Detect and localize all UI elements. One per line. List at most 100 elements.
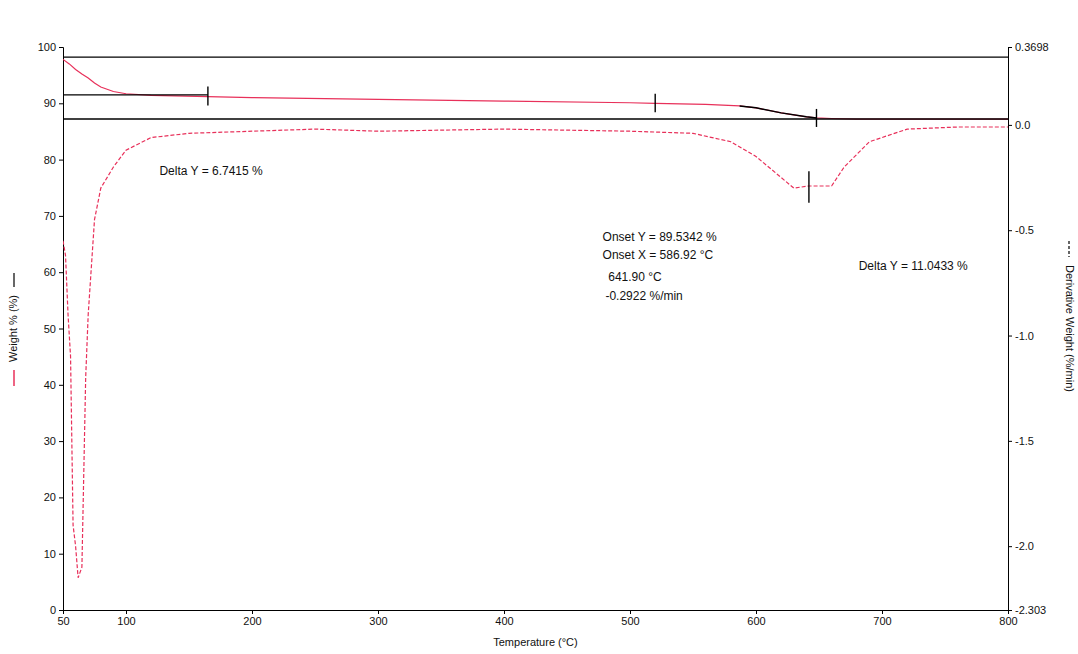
tick-label: -1.0 (1015, 330, 1034, 342)
tick-label: -1.5 (1015, 435, 1034, 447)
analysis-line (63, 118, 1008, 119)
tick: 600 (747, 610, 765, 627)
tick-mark (1008, 610, 1012, 611)
tick-mark (59, 103, 63, 104)
annotation: Delta Y = 6.7415 % (159, 164, 263, 178)
tick-mark (756, 610, 757, 614)
tick-label: 50 (57, 615, 69, 627)
tick-label: 500 (621, 615, 639, 627)
tick: 0 (50, 604, 63, 616)
tick-label: 90 (44, 97, 56, 109)
tick-label: 800 (999, 615, 1017, 627)
tick-mark (126, 610, 127, 614)
x-axis-title: Temperature (°C) (493, 636, 577, 648)
tick: 70 (44, 210, 63, 222)
tick: 50 (57, 610, 69, 627)
analysis-line (63, 94, 208, 95)
tick-label: 600 (747, 615, 765, 627)
annotation: Onset Y = 89.5342 % (603, 230, 717, 244)
analysis-line (816, 109, 817, 127)
tick-mark (1008, 125, 1012, 126)
tick-mark (59, 441, 63, 442)
tick-label: 40 (44, 379, 56, 391)
tick: 80 (44, 154, 63, 166)
tick-mark (59, 47, 63, 48)
tick-mark (59, 329, 63, 330)
tick: -2.303 (1008, 604, 1046, 616)
tick: 90 (44, 97, 63, 109)
tick-label: 0.3698 (1015, 41, 1049, 53)
tick-mark (882, 610, 883, 614)
tick-mark (1008, 230, 1012, 231)
tick-mark (1008, 441, 1012, 442)
tick-label: 0 (50, 604, 56, 616)
analysis-line (808, 171, 809, 203)
tick: 0.0 (1008, 119, 1030, 131)
tick-mark (1008, 546, 1012, 547)
tick: 10 (44, 548, 63, 560)
tick-mark (1008, 47, 1012, 48)
tick-label: 100 (38, 41, 56, 53)
tick: 60 (44, 266, 63, 278)
annotation: 641.90 °C (608, 270, 662, 284)
annotation: Delta Y = 11.0433 % (859, 259, 968, 273)
tick: 50 (44, 323, 63, 335)
tick-label: 300 (369, 615, 387, 627)
tick: 30 (44, 435, 63, 447)
tick: 100 (117, 610, 135, 627)
tick-mark (59, 160, 63, 161)
tick-mark (1008, 336, 1012, 337)
derivative-line (63, 127, 1008, 578)
tick-label: -2.0 (1015, 540, 1034, 552)
tick-label: 200 (243, 615, 261, 627)
tick-mark (252, 610, 253, 614)
analysis-line (655, 94, 656, 113)
tick-mark (378, 610, 379, 614)
tick-label: 30 (44, 435, 56, 447)
tick-label: 400 (495, 615, 513, 627)
tick: -1.5 (1008, 435, 1034, 447)
tick-label: 50 (44, 323, 56, 335)
tick-mark (504, 610, 505, 614)
tick: 500 (621, 610, 639, 627)
tick-label: 70 (44, 210, 56, 222)
y-axis-title: Weight % (%) (7, 295, 19, 362)
annotation: -0.2922 %/min (605, 289, 682, 303)
tick-label: -0.5 (1015, 224, 1034, 236)
tick-label: 80 (44, 154, 56, 166)
tick-label: 100 (117, 615, 135, 627)
tick: -0.5 (1008, 224, 1034, 236)
tick: 700 (873, 610, 891, 627)
tick-label: 700 (873, 615, 891, 627)
tick: 300 (369, 610, 387, 627)
weight-line (63, 59, 1008, 119)
tick-mark (59, 216, 63, 217)
tick-label: 60 (44, 266, 56, 278)
tick: 200 (243, 610, 261, 627)
y2-axis: -2.303 -2.0 -1.5 -1.0 -0.5 0.0 0.3698 (1008, 41, 1049, 616)
analysis-line (207, 86, 208, 105)
axis-key (1068, 241, 1069, 257)
chart: 50 100 200 300 400 500 600 700 800 0 10 20 30 40 50 60 7… (0, 0, 1078, 654)
annotation: Onset X = 586.92 °C (603, 248, 714, 262)
tick-mark (59, 497, 63, 498)
axis-key (13, 370, 15, 386)
axis-line (1009, 48, 1013, 611)
tick: 20 (44, 491, 63, 503)
axis-line (64, 611, 1009, 615)
tick-mark (59, 554, 63, 555)
tick: 400 (495, 610, 513, 627)
tick-mark (630, 610, 631, 614)
tick-label: 0.0 (1015, 119, 1030, 131)
tick: 40 (44, 379, 63, 391)
x-axis: 50 100 200 300 400 500 600 700 800 (57, 610, 1017, 627)
y2-axis-title: Derivative Weight (%/min) (1064, 265, 1076, 392)
axis-line (59, 48, 64, 611)
tick: -1.0 (1008, 330, 1034, 342)
tick-label: 10 (44, 548, 56, 560)
tick-label: -2.303 (1015, 604, 1046, 616)
tick: 0.3698 (1008, 41, 1049, 53)
analysis-line (740, 106, 817, 118)
analysis-line (63, 56, 1008, 57)
axis-key (13, 273, 14, 287)
